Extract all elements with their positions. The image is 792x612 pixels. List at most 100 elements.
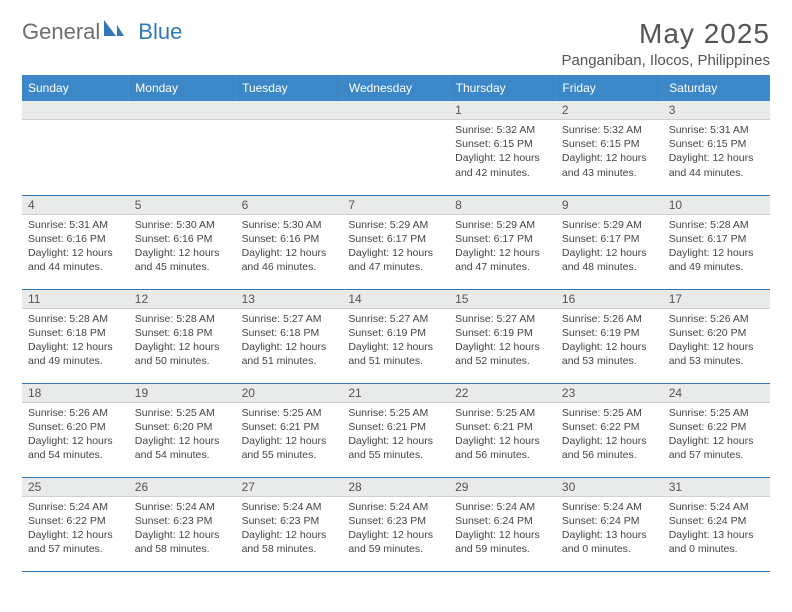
daylight-text: Daylight: 12 hours and 58 minutes. <box>242 528 337 556</box>
sunrise-text: Sunrise: 5:27 AM <box>242 312 337 326</box>
daylight-text: Daylight: 12 hours and 56 minutes. <box>562 434 657 462</box>
day-content <box>342 120 449 127</box>
sunset-text: Sunset: 6:24 PM <box>562 514 657 528</box>
sunrise-text: Sunrise: 5:26 AM <box>669 312 764 326</box>
weekday-header: Friday <box>556 75 663 101</box>
sunset-text: Sunset: 6:21 PM <box>455 420 550 434</box>
weekday-header: Sunday <box>22 75 129 101</box>
calendar-day-cell <box>236 101 343 195</box>
logo-text-blue: Blue <box>138 19 182 45</box>
day-content: Sunrise: 5:32 AMSunset: 6:15 PMDaylight:… <box>556 120 663 184</box>
calendar-day-cell: 21Sunrise: 5:25 AMSunset: 6:21 PMDayligh… <box>342 383 449 477</box>
day-number <box>22 101 129 120</box>
day-number: 30 <box>556 478 663 497</box>
sunset-text: Sunset: 6:18 PM <box>135 326 230 340</box>
day-content: Sunrise: 5:25 AMSunset: 6:22 PMDaylight:… <box>663 403 770 467</box>
day-number: 17 <box>663 290 770 309</box>
weekday-header-row: SundayMondayTuesdayWednesdayThursdayFrid… <box>22 75 770 101</box>
calendar-day-cell: 15Sunrise: 5:27 AMSunset: 6:19 PMDayligh… <box>449 289 556 383</box>
sunset-text: Sunset: 6:15 PM <box>455 137 550 151</box>
day-number: 3 <box>663 101 770 120</box>
sunrise-text: Sunrise: 5:28 AM <box>669 218 764 232</box>
day-number: 6 <box>236 196 343 215</box>
sunrise-text: Sunrise: 5:24 AM <box>242 500 337 514</box>
logo-text-general: General <box>22 19 100 45</box>
calendar-week-row: 18Sunrise: 5:26 AMSunset: 6:20 PMDayligh… <box>22 383 770 477</box>
sunset-text: Sunset: 6:24 PM <box>669 514 764 528</box>
day-number: 12 <box>129 290 236 309</box>
calendar-week-row: 11Sunrise: 5:28 AMSunset: 6:18 PMDayligh… <box>22 289 770 383</box>
calendar-day-cell: 27Sunrise: 5:24 AMSunset: 6:23 PMDayligh… <box>236 477 343 571</box>
sunset-text: Sunset: 6:23 PM <box>348 514 443 528</box>
daylight-text: Daylight: 12 hours and 46 minutes. <box>242 246 337 274</box>
sunset-text: Sunset: 6:23 PM <box>135 514 230 528</box>
daylight-text: Daylight: 12 hours and 45 minutes. <box>135 246 230 274</box>
day-content: Sunrise: 5:26 AMSunset: 6:20 PMDaylight:… <box>22 403 129 467</box>
day-content: Sunrise: 5:24 AMSunset: 6:22 PMDaylight:… <box>22 497 129 561</box>
daylight-text: Daylight: 12 hours and 58 minutes. <box>135 528 230 556</box>
day-content: Sunrise: 5:25 AMSunset: 6:20 PMDaylight:… <box>129 403 236 467</box>
day-number: 18 <box>22 384 129 403</box>
day-content: Sunrise: 5:24 AMSunset: 6:24 PMDaylight:… <box>556 497 663 561</box>
calendar-day-cell: 30Sunrise: 5:24 AMSunset: 6:24 PMDayligh… <box>556 477 663 571</box>
sunrise-text: Sunrise: 5:27 AM <box>455 312 550 326</box>
sunset-text: Sunset: 6:20 PM <box>135 420 230 434</box>
daylight-text: Daylight: 12 hours and 57 minutes. <box>669 434 764 462</box>
day-number: 19 <box>129 384 236 403</box>
daylight-text: Daylight: 12 hours and 42 minutes. <box>455 151 550 179</box>
daylight-text: Daylight: 12 hours and 51 minutes. <box>348 340 443 368</box>
calendar-day-cell: 3Sunrise: 5:31 AMSunset: 6:15 PMDaylight… <box>663 101 770 195</box>
day-content: Sunrise: 5:30 AMSunset: 6:16 PMDaylight:… <box>236 215 343 279</box>
sunset-text: Sunset: 6:16 PM <box>28 232 123 246</box>
day-content: Sunrise: 5:26 AMSunset: 6:20 PMDaylight:… <box>663 309 770 373</box>
sunrise-text: Sunrise: 5:24 AM <box>669 500 764 514</box>
calendar-day-cell: 16Sunrise: 5:26 AMSunset: 6:19 PMDayligh… <box>556 289 663 383</box>
daylight-text: Daylight: 12 hours and 55 minutes. <box>242 434 337 462</box>
sunset-text: Sunset: 6:15 PM <box>669 137 764 151</box>
day-content: Sunrise: 5:31 AMSunset: 6:15 PMDaylight:… <box>663 120 770 184</box>
day-content: Sunrise: 5:29 AMSunset: 6:17 PMDaylight:… <box>449 215 556 279</box>
day-content: Sunrise: 5:27 AMSunset: 6:19 PMDaylight:… <box>449 309 556 373</box>
calendar-week-row: 4Sunrise: 5:31 AMSunset: 6:16 PMDaylight… <box>22 195 770 289</box>
calendar-day-cell: 7Sunrise: 5:29 AMSunset: 6:17 PMDaylight… <box>342 195 449 289</box>
calendar-day-cell: 9Sunrise: 5:29 AMSunset: 6:17 PMDaylight… <box>556 195 663 289</box>
calendar-day-cell: 5Sunrise: 5:30 AMSunset: 6:16 PMDaylight… <box>129 195 236 289</box>
calendar-day-cell: 17Sunrise: 5:26 AMSunset: 6:20 PMDayligh… <box>663 289 770 383</box>
daylight-text: Daylight: 12 hours and 57 minutes. <box>28 528 123 556</box>
calendar-day-cell: 26Sunrise: 5:24 AMSunset: 6:23 PMDayligh… <box>129 477 236 571</box>
daylight-text: Daylight: 12 hours and 50 minutes. <box>135 340 230 368</box>
daylight-text: Daylight: 12 hours and 47 minutes. <box>455 246 550 274</box>
daylight-text: Daylight: 12 hours and 49 minutes. <box>669 246 764 274</box>
logo-sail-icon <box>102 18 124 45</box>
calendar-day-cell: 6Sunrise: 5:30 AMSunset: 6:16 PMDaylight… <box>236 195 343 289</box>
calendar-day-cell: 4Sunrise: 5:31 AMSunset: 6:16 PMDaylight… <box>22 195 129 289</box>
sunrise-text: Sunrise: 5:25 AM <box>455 406 550 420</box>
day-content: Sunrise: 5:25 AMSunset: 6:21 PMDaylight:… <box>449 403 556 467</box>
day-content: Sunrise: 5:27 AMSunset: 6:19 PMDaylight:… <box>342 309 449 373</box>
month-title: May 2025 <box>562 18 770 50</box>
day-number: 29 <box>449 478 556 497</box>
day-number <box>342 101 449 120</box>
sunset-text: Sunset: 6:23 PM <box>242 514 337 528</box>
calendar-day-cell: 23Sunrise: 5:25 AMSunset: 6:22 PMDayligh… <box>556 383 663 477</box>
day-content: Sunrise: 5:32 AMSunset: 6:15 PMDaylight:… <box>449 120 556 184</box>
daylight-text: Daylight: 12 hours and 47 minutes. <box>348 246 443 274</box>
sunrise-text: Sunrise: 5:30 AM <box>135 218 230 232</box>
calendar-day-cell <box>22 101 129 195</box>
daylight-text: Daylight: 12 hours and 48 minutes. <box>562 246 657 274</box>
day-number: 26 <box>129 478 236 497</box>
daylight-text: Daylight: 12 hours and 51 minutes. <box>242 340 337 368</box>
title-block: May 2025 Panganiban, Ilocos, Philippines <box>562 18 770 69</box>
sunrise-text: Sunrise: 5:29 AM <box>348 218 443 232</box>
sunrise-text: Sunrise: 5:32 AM <box>455 123 550 137</box>
day-content: Sunrise: 5:27 AMSunset: 6:18 PMDaylight:… <box>236 309 343 373</box>
sunrise-text: Sunrise: 5:25 AM <box>562 406 657 420</box>
day-content: Sunrise: 5:29 AMSunset: 6:17 PMDaylight:… <box>556 215 663 279</box>
calendar-day-cell: 11Sunrise: 5:28 AMSunset: 6:18 PMDayligh… <box>22 289 129 383</box>
day-number: 2 <box>556 101 663 120</box>
calendar-day-cell: 19Sunrise: 5:25 AMSunset: 6:20 PMDayligh… <box>129 383 236 477</box>
day-number <box>236 101 343 120</box>
calendar-day-cell: 18Sunrise: 5:26 AMSunset: 6:20 PMDayligh… <box>22 383 129 477</box>
sunset-text: Sunset: 6:15 PM <box>562 137 657 151</box>
sunrise-text: Sunrise: 5:25 AM <box>242 406 337 420</box>
